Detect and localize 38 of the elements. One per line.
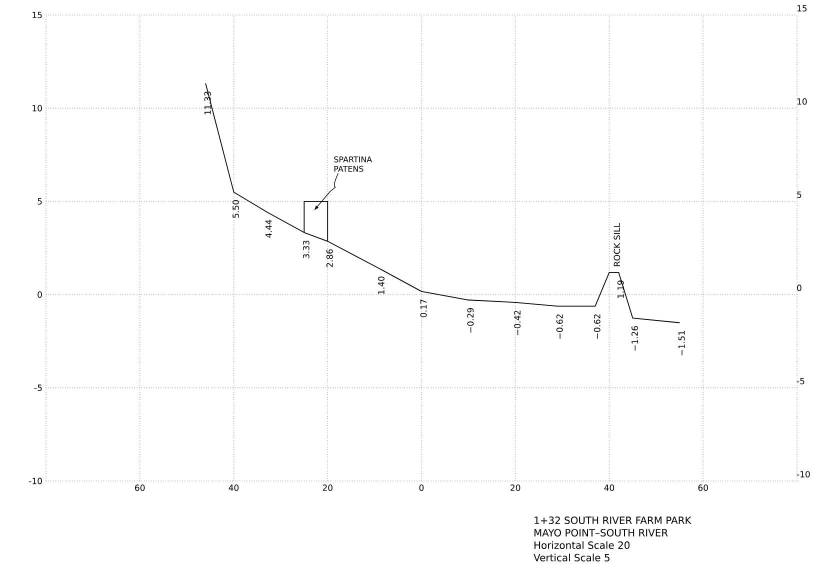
- x-tick-label: 40: [228, 484, 239, 491]
- text: MAYO POINT–SOUTH RIVER: [534, 528, 668, 537]
- data-label: −0.29: [467, 308, 474, 333]
- data-label: 11.33: [204, 92, 211, 114]
- x-tick-label: 60: [698, 484, 708, 491]
- data-label: 4.44: [266, 220, 272, 238]
- text: Horizontal Scale 20: [534, 541, 630, 549]
- data-label: −1.26: [632, 326, 638, 351]
- y-tick-label: 10: [32, 104, 42, 112]
- text: 1+32 SOUTH RIVER FARM PARK: [534, 516, 692, 524]
- y2-tick-label: 5: [797, 192, 802, 198]
- data-label: 3.33: [302, 240, 310, 258]
- y-tick-label: 5: [38, 198, 42, 205]
- y-tick-label: 15: [32, 12, 42, 18]
- y-tick-label: 0: [38, 291, 42, 298]
- y-tick-label: -5: [34, 384, 42, 391]
- x-tick-label: 20: [510, 484, 520, 491]
- data-label: 0.17: [420, 300, 427, 318]
- data-label: −0.62: [594, 314, 600, 339]
- y2-tick-label: -10: [796, 471, 810, 478]
- x-tick-label: 0: [419, 484, 424, 491]
- data-label: 2.86: [326, 249, 333, 268]
- data-label: 5.50: [232, 200, 239, 218]
- x-tick-label: 20: [322, 484, 332, 491]
- annotation: ROCK SILL: [614, 222, 620, 266]
- y2-tick-label: -5: [796, 378, 804, 384]
- x-tick-label: 40: [604, 484, 614, 491]
- x-tick-label: 60: [135, 484, 145, 491]
- y2-tick-label: 15: [797, 5, 807, 12]
- data-label: −1.51: [678, 331, 685, 356]
- data-label: 1.19: [617, 280, 624, 298]
- data-label: 1.40: [378, 276, 384, 294]
- data-label: −0.62: [556, 314, 563, 339]
- data-label: −0.42: [514, 310, 521, 335]
- y-tick-label: -10: [29, 478, 42, 484]
- text: Vertical Scale 5: [534, 554, 610, 562]
- y2-tick-label: 0: [797, 284, 802, 292]
- y2-tick-label: 10: [797, 98, 807, 105]
